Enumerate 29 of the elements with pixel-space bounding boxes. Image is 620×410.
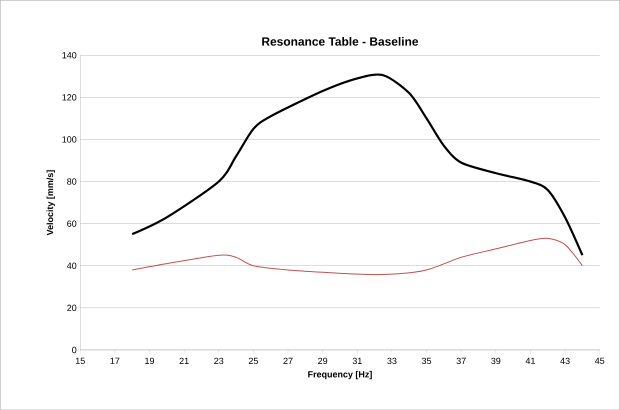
x-tick-label: 45 bbox=[594, 358, 604, 364]
line-series bbox=[132, 238, 583, 276]
x-tick-label: 23 bbox=[214, 358, 224, 364]
x-tick-label: 33 bbox=[387, 358, 397, 364]
y-tick-label: 20 bbox=[67, 304, 76, 311]
x-tick-label: 15 bbox=[76, 358, 85, 364]
x-tick-label: 29 bbox=[318, 358, 328, 364]
x-tick-label: 39 bbox=[491, 358, 500, 364]
y-axis-title: Velocity [mm/s] bbox=[46, 170, 55, 236]
x-tick-label: 19 bbox=[145, 358, 154, 364]
x-axis-title: Frequency [Hz] bbox=[308, 370, 372, 380]
y-tick-label: 40 bbox=[66, 262, 76, 269]
y-tick-label: 80 bbox=[67, 178, 76, 185]
x-tick-label: 41 bbox=[526, 358, 535, 364]
x-tick-label: 37 bbox=[456, 358, 466, 364]
y-tick-label: 140 bbox=[62, 52, 76, 58]
x-tick-label: 25 bbox=[248, 358, 258, 364]
x-tick-label: 27 bbox=[283, 358, 293, 364]
x-tick-label: 35 bbox=[422, 358, 432, 364]
y-tick-label: 100 bbox=[62, 136, 76, 143]
x-tick-label: 17 bbox=[110, 358, 120, 364]
x-tick-label: 31 bbox=[352, 358, 362, 364]
x-tick-label: 21 bbox=[180, 358, 189, 364]
y-tick-label: 60 bbox=[67, 220, 76, 227]
line-series bbox=[131, 73, 584, 256]
y-tick-label: 0 bbox=[72, 346, 76, 354]
y-tick-label: 120 bbox=[62, 94, 76, 100]
x-tick-label: 43 bbox=[560, 358, 570, 364]
chart-title: Resonance Table - Baseline bbox=[262, 36, 418, 46]
